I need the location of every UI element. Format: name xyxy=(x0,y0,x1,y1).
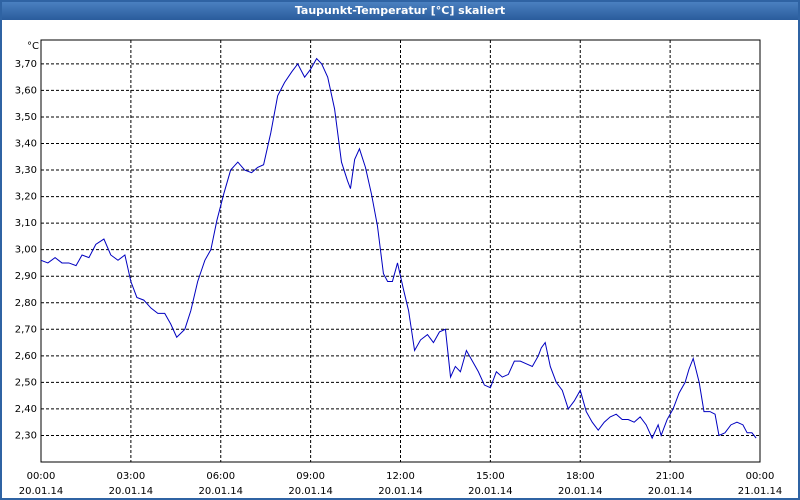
x-tick-label: 09:00 xyxy=(296,471,325,482)
y-tick-label: 3,50 xyxy=(15,112,37,123)
x-tick-label: 18:00 xyxy=(566,471,595,482)
y-tick-label: 2,40 xyxy=(15,404,37,415)
x-tick-date: 20.01.14 xyxy=(288,486,333,497)
x-tick-label: 00:00 xyxy=(27,471,56,482)
x-tick-label: 15:00 xyxy=(476,471,505,482)
x-tick-label: 03:00 xyxy=(116,471,145,482)
y-tick-label: 2,90 xyxy=(15,271,37,282)
y-tick-label: 3,40 xyxy=(15,139,37,150)
x-tick-date: 20.01.14 xyxy=(378,486,423,497)
x-tick-date: 20.01.14 xyxy=(19,486,64,497)
x-tick-date: 20.01.14 xyxy=(648,486,693,497)
y-tick-label: 2,60 xyxy=(15,351,37,362)
y-tick-label: 3,10 xyxy=(15,218,37,229)
x-tick-date: 20.01.14 xyxy=(558,486,603,497)
x-tick-label: 12:00 xyxy=(386,471,415,482)
x-tick-date: 21.01.14 xyxy=(738,486,783,497)
y-tick-label: 2,30 xyxy=(15,430,37,441)
x-tick-label: 00:00 xyxy=(746,471,775,482)
x-tick-date: 20.01.14 xyxy=(109,486,154,497)
y-tick-label: 3,30 xyxy=(15,165,37,176)
y-tick-label: 3,20 xyxy=(15,192,37,203)
x-tick-date: 20.01.14 xyxy=(468,486,513,497)
y-tick-label: 2,70 xyxy=(15,324,37,335)
y-unit: °C xyxy=(27,41,39,52)
x-tick-date: 20.01.14 xyxy=(198,486,243,497)
x-tick-label: 21:00 xyxy=(656,471,685,482)
y-tick-label: 3,00 xyxy=(15,245,37,256)
y-tick-label: 3,70 xyxy=(15,59,37,70)
y-tick-label: 2,80 xyxy=(15,298,37,309)
plot-frame xyxy=(40,39,761,463)
y-tick-label: 3,60 xyxy=(15,85,37,96)
data-line xyxy=(40,57,757,440)
y-tick-label: 2,50 xyxy=(15,377,37,388)
title-bar: Taupunkt-Temperatur [°C] skaliert xyxy=(2,2,798,20)
x-tick-label: 06:00 xyxy=(206,471,235,482)
